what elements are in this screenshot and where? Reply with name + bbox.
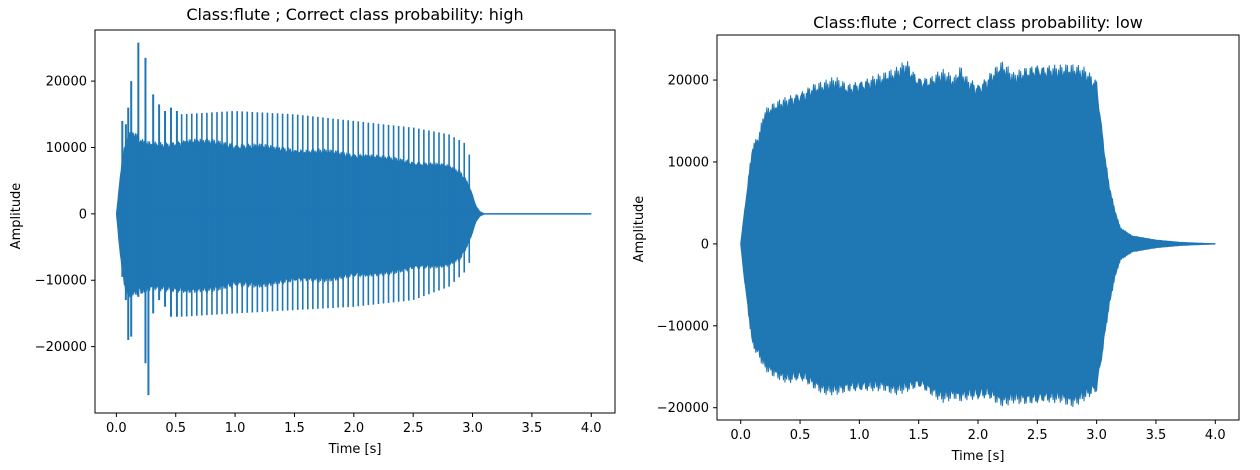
chart-left-xtick-label: 4.0 (581, 421, 602, 436)
chart-right-xtick-label: 2.5 (1027, 428, 1048, 443)
chart-left-ylabel: Amplitude (9, 183, 24, 250)
chart-right-ytick-label: 10000 (668, 155, 709, 170)
chart-left-title: Class:flute ; Correct class probability:… (186, 5, 523, 24)
chart-right-xtick-label: 0.5 (790, 428, 811, 443)
chart-left-xtick-label: 3.0 (462, 421, 483, 436)
chart-right-series (740, 61, 1216, 408)
chart-right-waveform (740, 61, 1216, 408)
chart-right-ytick-label: 0 (701, 237, 709, 252)
chart-right-xtick-label: 3.5 (1146, 428, 1167, 443)
chart-left-ytick-label: 20000 (46, 75, 87, 90)
chart-left-xtick-label: 1.0 (225, 421, 246, 436)
chart-left-xtick-label: 3.5 (522, 421, 543, 436)
chart-left-frame (94, 29, 616, 414)
chart-left-ytick-label: 0 (79, 207, 87, 222)
chart-right-frame (716, 34, 1240, 421)
chart-right-yticks: −20000 −10000 0 10000 20000 (657, 74, 717, 416)
chart-left-series (115, 42, 592, 396)
chart-right-ytick-label: −10000 (657, 319, 709, 334)
chart-right-ylabel: Amplitude (632, 196, 647, 263)
chart-right-xtick-label: 4.0 (1205, 428, 1226, 443)
chart-right-ytick-label: 20000 (668, 74, 709, 89)
chart-left-xtick-label: 2.0 (343, 421, 364, 436)
chart-left: Class:flute ; Correct class probability:… (9, 5, 616, 457)
chart-right-ytick-label: −20000 (657, 401, 709, 416)
chart-left-ytick-label: −10000 (35, 274, 87, 289)
chart-right-xticks: 0.0 0.5 1.0 1.5 2.0 2.5 3.0 3.5 4.0 (730, 420, 1226, 443)
chart-right-xtick-label: 2.0 (968, 428, 989, 443)
chart-right: Class:flute ; Correct class probability:… (632, 13, 1240, 464)
chart-right-xtick-label: 1.5 (908, 428, 929, 443)
chart-left-ytick-label: −20000 (35, 340, 87, 355)
chart-right-xlabel: Time [s] (951, 449, 1005, 464)
chart-right-xtick-label: 1.0 (849, 428, 870, 443)
chart-left-xtick-label: 0.5 (165, 421, 186, 436)
chart-left-yticks: −20000 −10000 0 10000 20000 (35, 75, 95, 355)
chart-right-xtick-label: 0.0 (730, 428, 751, 443)
chart-left-ytick-label: 10000 (46, 141, 87, 156)
chart-left-xtick-label: 0.0 (106, 421, 127, 436)
chart-right-title: Class:flute ; Correct class probability:… (813, 13, 1143, 32)
chart-left-xtick-label: 1.5 (284, 421, 305, 436)
chart-right-xtick-label: 3.0 (1086, 428, 1107, 443)
chart-left-xticks: 0.0 0.5 1.0 1.5 2.0 2.5 3.0 3.5 4.0 (106, 413, 602, 436)
chart-left-xlabel: Time [s] (328, 442, 382, 457)
chart-left-xtick-label: 2.5 (403, 421, 424, 436)
